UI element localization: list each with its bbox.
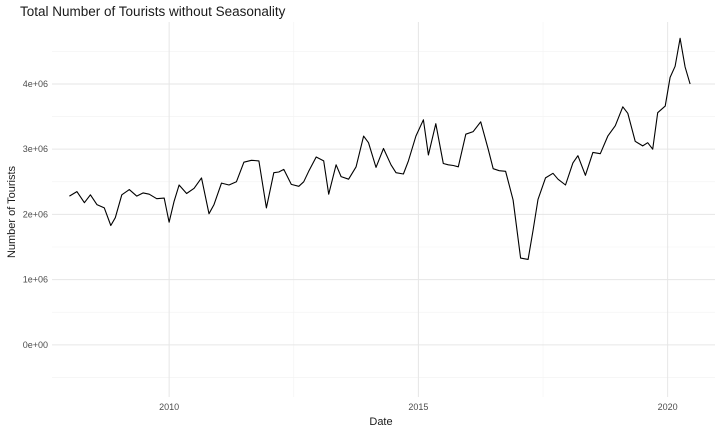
y-tick-label: 0e+00 [23,340,48,350]
grid [52,22,715,397]
y-axis-ticks: 0e+00 1e+06 2e+06 3e+06 4e+06 [23,79,48,350]
y-tick-label: 1e+06 [23,275,48,285]
chart-title: Total Number of Tourists without Seasona… [20,4,286,19]
y-tick-label: 2e+06 [23,209,48,219]
tourists-series-line [69,37,691,260]
y-tick-label: 4e+06 [23,79,48,89]
x-tick-label: 2020 [658,402,678,412]
x-tick-label: 2010 [159,402,179,412]
x-tick-label: 2015 [408,402,428,412]
series [69,37,691,260]
y-axis-title: Number of Tourists [6,165,18,258]
x-axis-title: Date [369,416,392,428]
y-tick-label: 3e+06 [23,144,48,154]
x-axis-ticks: 2010 2015 2020 [159,402,678,412]
